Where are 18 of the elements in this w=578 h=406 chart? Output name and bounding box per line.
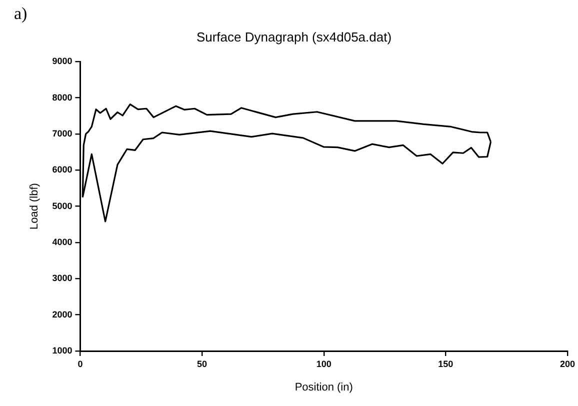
y-tick-label: 8000 <box>52 92 72 102</box>
y-tick-label: 3000 <box>52 273 72 284</box>
x-tick-label: 200 <box>560 358 576 369</box>
y-tick-label: 4000 <box>52 236 72 247</box>
y-axis-title: Load (lbf) <box>28 183 41 230</box>
y-tick-label: 2000 <box>52 309 72 320</box>
y-tick-label: 5000 <box>52 200 72 211</box>
x-tick-label: 0 <box>78 358 83 369</box>
x-axis-title: Position (in) <box>294 381 353 394</box>
chart-title: Surface Dynagraph (sx4d05a.dat) <box>196 29 392 44</box>
x-tick-label: 150 <box>438 358 454 369</box>
y-tick-label: 1000 <box>52 345 72 356</box>
x-tick-label: 50 <box>197 358 208 369</box>
x-tick-label: 100 <box>316 358 332 369</box>
text: a) <box>14 4 28 24</box>
y-tick-label: 6000 <box>52 164 72 175</box>
y-tick-label: 7000 <box>52 128 72 138</box>
y-tick-label: 9000 <box>52 56 72 66</box>
